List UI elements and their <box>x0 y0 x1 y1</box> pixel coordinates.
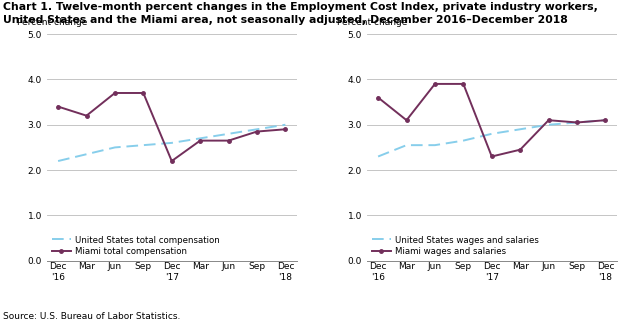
Miami wages and salaries <box>516 148 524 152</box>
Miami wages and salaries <box>545 118 553 122</box>
Miami total compensation <box>111 91 118 95</box>
United States wages and salaries <box>431 143 439 147</box>
Miami wages and salaries <box>374 96 382 99</box>
United States total compensation <box>196 136 204 140</box>
Miami total compensation <box>83 114 90 118</box>
United States wages and salaries <box>545 123 553 127</box>
Miami total compensation <box>168 159 176 163</box>
Text: Source: U.S. Bureau of Labor Statistics.: Source: U.S. Bureau of Labor Statistics. <box>3 312 181 321</box>
Miami wages and salaries <box>403 118 411 122</box>
United States wages and salaries <box>460 139 467 143</box>
United States total compensation <box>282 123 289 127</box>
Miami total compensation <box>225 139 232 143</box>
United States wages and salaries <box>403 143 411 147</box>
Miami wages and salaries <box>573 121 581 124</box>
United States wages and salaries <box>374 155 382 158</box>
United States total compensation <box>253 127 260 131</box>
United States wages and salaries <box>516 127 524 131</box>
Miami total compensation <box>253 130 260 133</box>
Miami total compensation <box>140 91 147 95</box>
Text: Chart 1. Twelve-month percent changes in the Employment Cost Index, private indu: Chart 1. Twelve-month percent changes in… <box>3 2 598 12</box>
United States wages and salaries <box>602 118 609 122</box>
Miami wages and salaries <box>460 82 467 86</box>
Legend: United States total compensation, Miami total compensation: United States total compensation, Miami … <box>51 235 221 257</box>
United States total compensation <box>83 152 90 156</box>
United States total compensation <box>168 141 176 145</box>
Legend: United States wages and salaries, Miami wages and salaries: United States wages and salaries, Miami … <box>371 235 540 257</box>
United States total compensation <box>111 145 118 149</box>
Miami total compensation <box>54 105 62 109</box>
Miami wages and salaries <box>431 82 439 86</box>
Text: United States and the Miami area, not seasonally adjusted, December 2016–Decembe: United States and the Miami area, not se… <box>3 15 568 25</box>
Miami total compensation <box>282 127 289 131</box>
Line: Miami total compensation: Miami total compensation <box>56 91 287 163</box>
United States total compensation <box>140 143 147 147</box>
United States total compensation <box>54 159 62 163</box>
United States wages and salaries <box>488 132 495 136</box>
Miami wages and salaries <box>602 118 609 122</box>
Miami wages and salaries <box>488 155 495 158</box>
Text: Percent change: Percent change <box>17 18 87 27</box>
United States wages and salaries <box>573 121 581 124</box>
Miami total compensation <box>196 139 204 143</box>
Line: Miami wages and salaries: Miami wages and salaries <box>376 82 607 158</box>
Line: United States wages and salaries: United States wages and salaries <box>378 120 606 156</box>
United States total compensation <box>225 132 232 136</box>
Line: United States total compensation: United States total compensation <box>58 125 285 161</box>
Text: Percent change: Percent change <box>337 18 407 27</box>
